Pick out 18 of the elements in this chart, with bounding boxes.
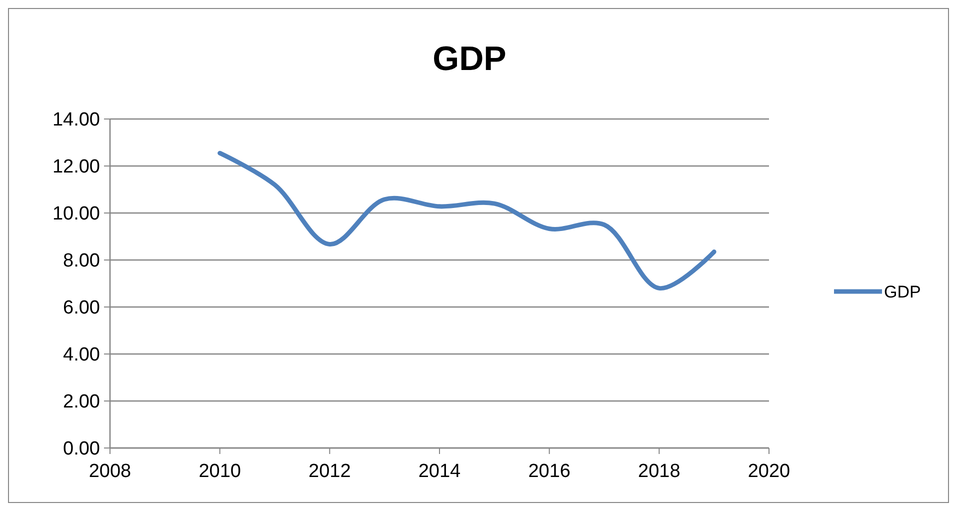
- y-tick-label: 0.00: [63, 438, 100, 460]
- y-tick-label: 10.00: [52, 204, 100, 225]
- y-tick-label: 8.00: [63, 250, 100, 272]
- y-tick-label: 2.00: [63, 392, 100, 413]
- x-tick-label: 2018: [638, 461, 680, 482]
- line-series: [218, 150, 716, 290]
- x-tick-label: 2016: [528, 461, 570, 482]
- y-tick-label: 4.00: [63, 344, 100, 366]
- x-tick-label: 2010: [198, 461, 241, 482]
- x-tick-label: 2014: [418, 461, 462, 482]
- x-tick-label: 2012: [308, 461, 351, 482]
- x-tick-label: 2008: [88, 461, 132, 482]
- x-tick-label: 2020: [748, 461, 790, 482]
- y-tick-label: 6.00: [63, 298, 100, 319]
- y-tick-label: 12.00: [52, 156, 100, 178]
- chart-title: GDP: [432, 40, 506, 78]
- legend-label: GDP: [884, 282, 921, 302]
- y-tick-label: 14.00: [52, 110, 100, 131]
